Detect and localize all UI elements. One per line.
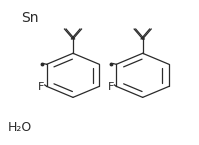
Text: H₂O: H₂O xyxy=(7,122,31,134)
Text: Sn: Sn xyxy=(21,11,39,26)
Text: F: F xyxy=(108,82,114,92)
Text: F: F xyxy=(38,82,44,92)
